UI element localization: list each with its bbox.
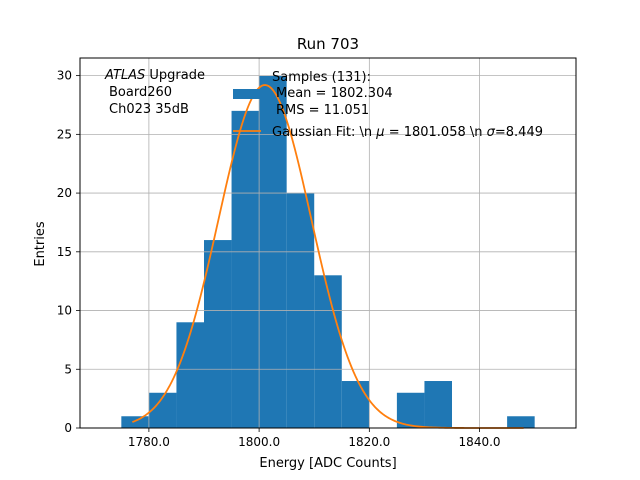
annotation-line-1: ATLAS Upgrade <box>104 68 205 83</box>
histogram-bar <box>314 275 342 428</box>
plot-frame <box>79 57 577 429</box>
legend-fit-label: Gaussian Fit: \n μ = 1801.058 \n σ=8.449 <box>272 125 543 140</box>
legend-hist-line-1: Samples (131): <box>272 70 371 85</box>
legend-fit-mu: μ <box>375 125 384 140</box>
y-tick-label: 10 <box>57 304 72 318</box>
histogram-bar <box>121 416 149 428</box>
histogram-bar <box>204 240 232 428</box>
chart-title: Run 703 <box>297 35 359 53</box>
legend-hist-line-2: Mean = 1802.304 <box>276 86 393 101</box>
axis-ticks: 1780.0 1800.0 1820.0 1840.0 0 5 10 15 20 25 30 <box>57 69 501 449</box>
histogram-bar <box>424 381 452 428</box>
annotation-line-3: Ch023 35dB <box>109 102 189 117</box>
legend-hist-line-3: RMS = 11.051 <box>276 103 369 118</box>
x-tick-label: 1780.0 <box>128 435 170 449</box>
x-axis-label: Energy [ADC Counts] <box>259 456 396 471</box>
y-tick-label: 25 <box>57 127 72 141</box>
histogram-bar <box>231 110 260 428</box>
x-tick-label: 1800.0 <box>238 435 280 449</box>
x-tick-label: 1820.0 <box>348 435 390 449</box>
legend-fit-sigma: σ <box>487 125 496 140</box>
y-tick-label: 20 <box>57 186 72 200</box>
legend-fit-part-a: Gaussian Fit: \n <box>272 125 376 140</box>
annotation-upgrade: Upgrade <box>145 68 205 83</box>
y-tick-label: 15 <box>57 245 72 259</box>
y-tick-label: 5 <box>64 362 72 376</box>
histogram-bar <box>396 392 425 428</box>
annotation-atlas: ATLAS <box>104 68 145 83</box>
legend-histogram-swatch <box>233 89 261 99</box>
x-tick-label: 1840.0 <box>459 435 501 449</box>
histogram-bar <box>507 416 535 428</box>
annotation-line-2: Board260 <box>109 85 172 100</box>
legend: Samples (131): Mean = 1802.304 RMS = 11.… <box>233 70 543 140</box>
histogram-bar <box>176 322 204 428</box>
atlas-annotation: ATLAS Upgrade Board260 Ch023 35dB <box>104 68 205 117</box>
histogram-bar <box>341 381 370 428</box>
y-axis-label: Entries <box>33 221 48 267</box>
legend-fit-part-c: =8.449 <box>495 125 543 140</box>
y-tick-label: 0 <box>64 421 72 435</box>
y-tick-label: 30 <box>57 69 72 83</box>
legend-fit-part-b: = 1801.058 \n <box>385 125 487 140</box>
